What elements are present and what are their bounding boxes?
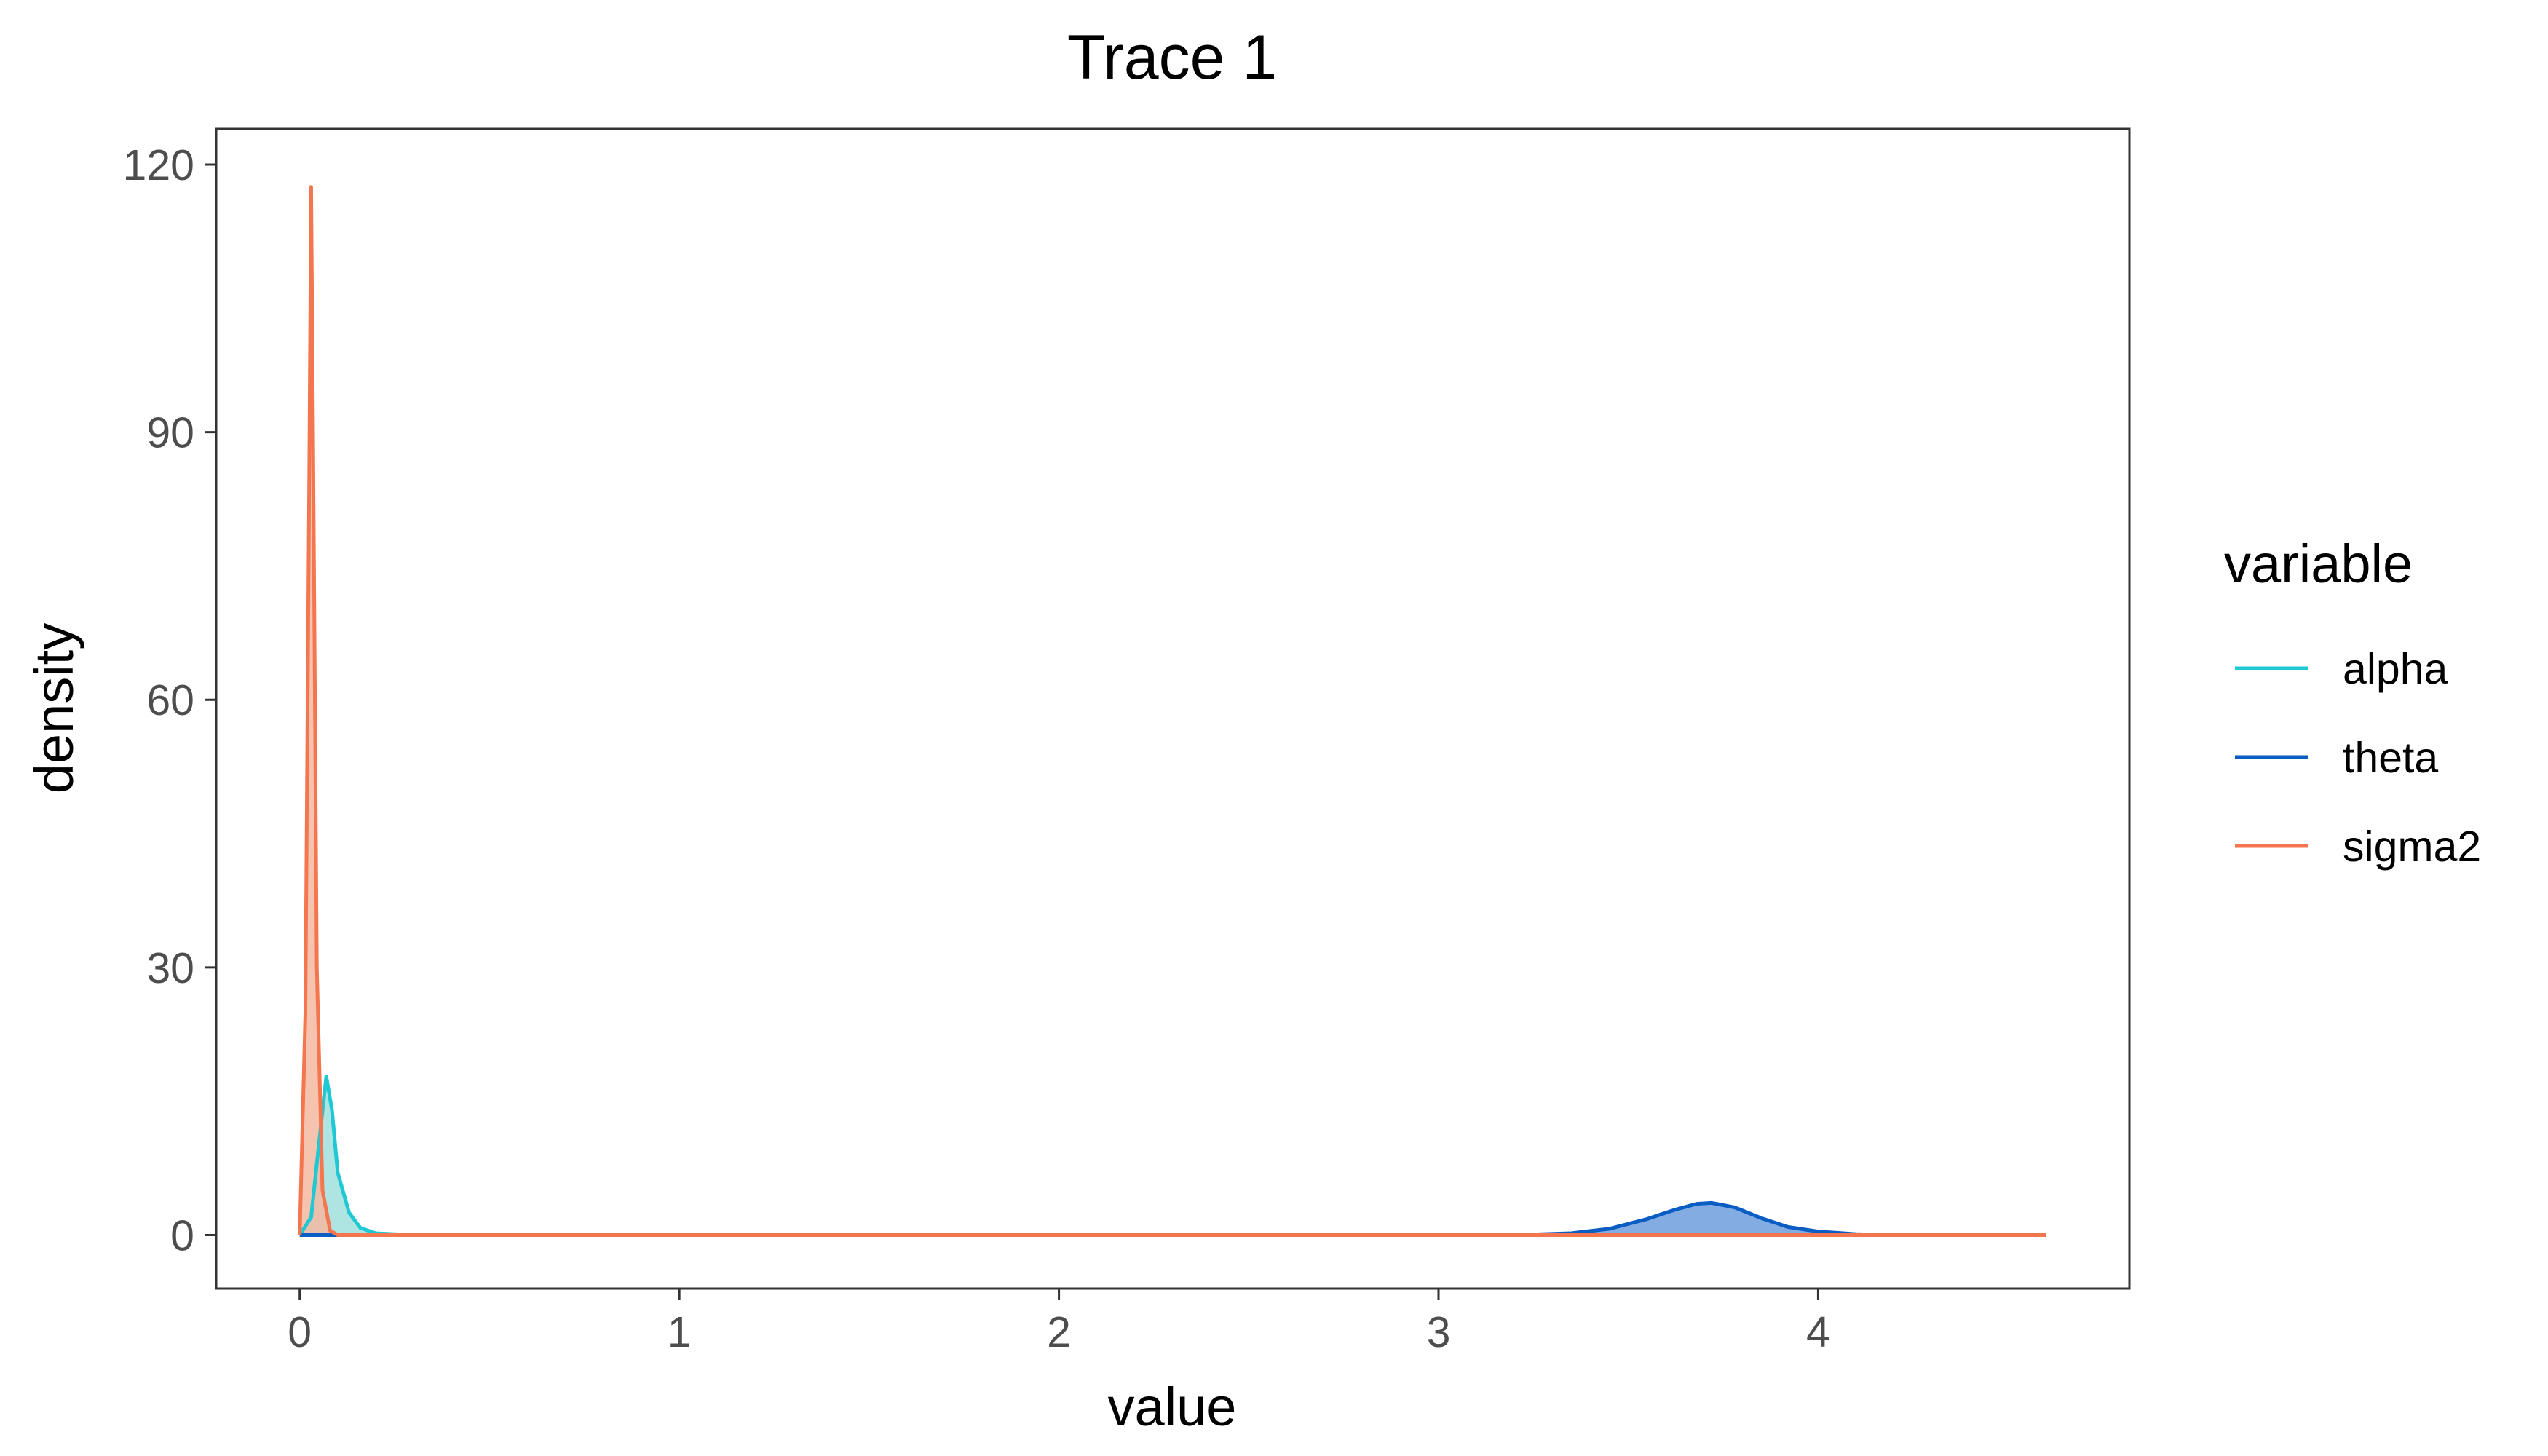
density-line-sigma2 [298, 185, 2046, 1237]
legend-label-theta: theta [2343, 734, 2438, 782]
legend-item-theta: theta [2235, 734, 2438, 782]
legend-label-sigma2: sigma2 [2343, 823, 2481, 871]
legend-item-sigma2: sigma2 [2235, 823, 2481, 871]
density-areas [299, 186, 2046, 1235]
x-axis-title: value [1108, 1377, 1237, 1437]
y-axis-title: density [24, 623, 84, 794]
density-area-sigma2 [299, 186, 2046, 1235]
x-tick-label: 3 [1427, 1308, 1451, 1356]
legend-items: alpha theta sigma2 [2235, 645, 2481, 871]
x-tick-label: 2 [1047, 1308, 1071, 1356]
density-area-theta [299, 1203, 2046, 1235]
x-tick-label: 0 [288, 1308, 312, 1356]
y-tick-label: 60 [146, 676, 194, 724]
y-tick-label: 30 [146, 944, 194, 992]
density-area-alpha [299, 1076, 2046, 1235]
y-axis-ticks: 0 30 60 90 120 [123, 141, 216, 1259]
legend-item-alpha: alpha [2235, 645, 2448, 693]
x-tick-label: 1 [668, 1308, 692, 1356]
legend: variable alpha theta sigma2 [2224, 534, 2481, 871]
plot-panel-border [215, 127, 2131, 1290]
legend-label-alpha: alpha [2343, 645, 2448, 693]
density-line-alpha [298, 1074, 2046, 1237]
density-lines [298, 185, 2046, 1237]
chart-title: Trace 1 [1067, 23, 1277, 92]
x-axis-ticks: 0 1 2 3 4 [288, 1289, 1830, 1356]
y-tick-label: 90 [146, 409, 194, 457]
x-tick-label: 4 [1806, 1308, 1830, 1356]
legend-title: variable [2224, 534, 2413, 594]
y-tick-label: 0 [170, 1211, 194, 1259]
y-tick-label: 120 [123, 141, 194, 189]
